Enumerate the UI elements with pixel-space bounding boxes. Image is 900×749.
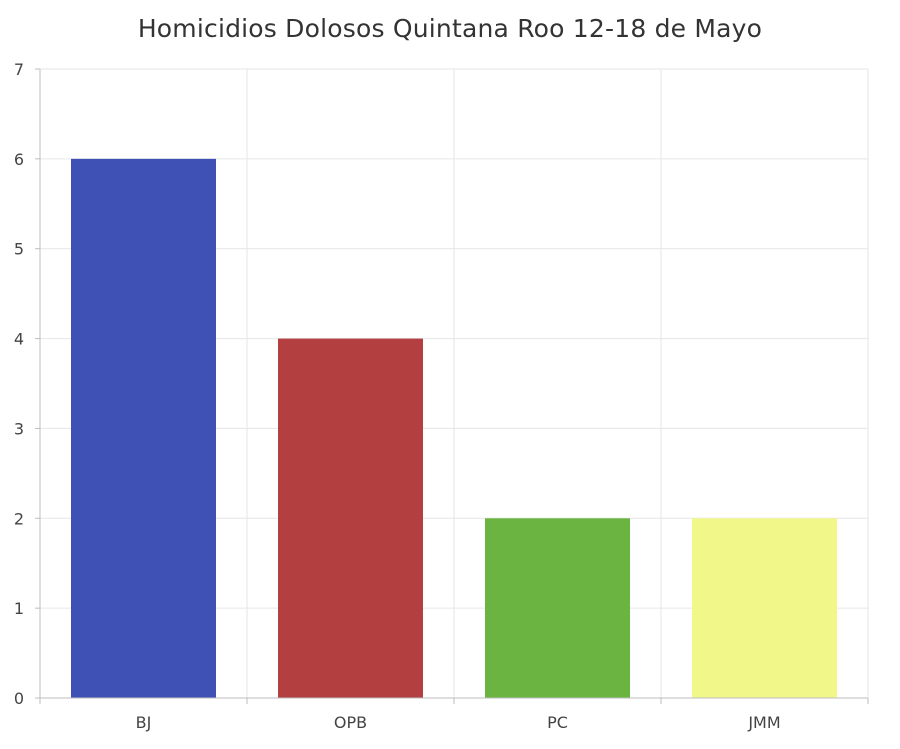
y-tick-label: 6 — [14, 150, 24, 169]
y-tick-label: 7 — [14, 60, 24, 79]
y-tick-label: 3 — [14, 419, 24, 438]
chart-title: Homicidios Dolosos Quintana Roo 12-18 de… — [137, 14, 763, 43]
x-tick-label: JMM — [747, 713, 780, 732]
x-tick-label: PC — [547, 713, 568, 732]
bar-opb[interactable] — [278, 338, 423, 698]
x-tick-label: OPB — [334, 713, 367, 732]
y-tick-label: 5 — [14, 240, 24, 259]
y-tick-label: 2 — [14, 509, 24, 528]
bar-jmm[interactable] — [692, 518, 837, 698]
bar-pc[interactable] — [485, 518, 630, 698]
bar-bj[interactable] — [71, 158, 216, 698]
bars — [71, 158, 837, 698]
axes — [35, 68, 869, 704]
y-tick-label: 4 — [14, 330, 24, 349]
x-tick-label: BJ — [136, 713, 152, 732]
y-tick-label: 1 — [14, 599, 24, 618]
tick-labels: 0 1 2 3 4 5 6 7 BJ OPB PC JMM — [14, 60, 781, 732]
y-tick-label: 0 — [14, 689, 24, 708]
